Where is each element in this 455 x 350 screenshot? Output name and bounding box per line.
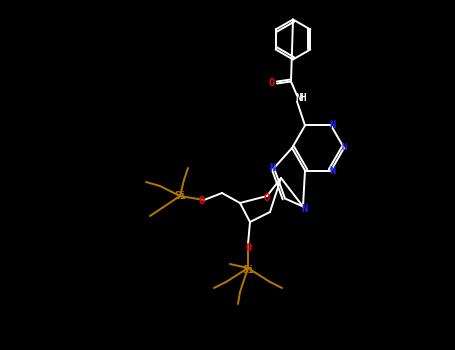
Text: N: N [330, 120, 336, 131]
Text: O: O [199, 196, 205, 206]
Text: O: O [264, 193, 270, 203]
Text: Si: Si [242, 265, 254, 275]
Text: O: O [269, 78, 275, 89]
Text: N: N [302, 203, 308, 214]
Text: O: O [246, 243, 252, 253]
Text: NH: NH [295, 93, 307, 104]
Text: N: N [270, 163, 276, 173]
Text: Si: Si [174, 191, 186, 201]
Text: N: N [341, 144, 347, 153]
Text: N: N [330, 166, 336, 175]
